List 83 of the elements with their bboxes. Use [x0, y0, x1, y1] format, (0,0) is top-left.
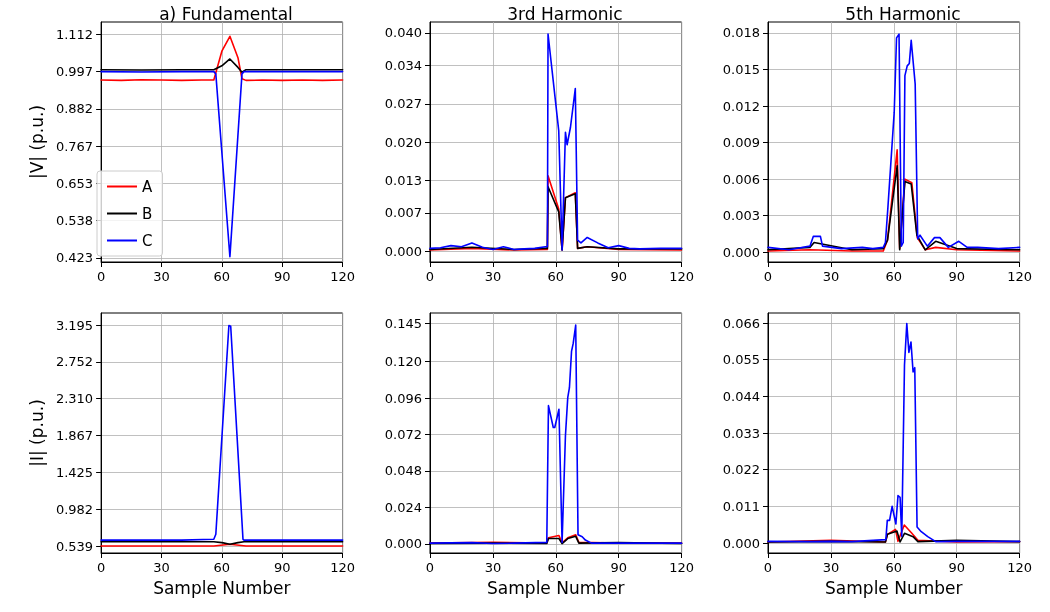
y-tick-label: 0.020 [384, 134, 422, 150]
y-tick-label: 0.000 [384, 536, 422, 552]
x-tick-label: 30 [484, 560, 502, 575]
y-tick-label: 0.013 [384, 172, 422, 188]
y-tick-label: 0.539 [55, 538, 94, 554]
y-axis-title: |I| (p.u.) [26, 399, 47, 467]
x-tick-label: 90 [610, 269, 627, 284]
x-tick-label: 30 [153, 269, 170, 284]
y-tick-label: 0.033 [722, 425, 760, 441]
x-tick-label: 0 [96, 560, 106, 575]
y-tick-label: 0.096 [384, 390, 422, 406]
y-tick-label: 0.000 [722, 535, 760, 551]
x-tick-label: 60 [885, 269, 903, 284]
y-tick-label: 0.012 [722, 98, 760, 114]
x-tick-label: 30 [822, 269, 840, 284]
y-tick-label: 0.538 [55, 212, 94, 228]
x-tick-label: 30 [153, 560, 170, 575]
y-tick-label: 0.007 [384, 205, 422, 221]
x-axis-title: Sample Number [825, 577, 963, 598]
y-tick-label: 0.982 [55, 501, 94, 517]
x-tick-label: 60 [547, 269, 565, 284]
x-tick-label: 0 [425, 269, 435, 284]
y-tick-label: 3.195 [55, 317, 94, 333]
y-tick-label: 0.040 [384, 25, 422, 41]
x-tick-label: 30 [484, 269, 502, 284]
x-tick-label: 0 [763, 560, 773, 575]
y-tick-label: 0.066 [722, 315, 760, 331]
x-tick-label: 60 [213, 269, 231, 284]
x-tick-label: 30 [822, 560, 840, 575]
x-tick-label: 90 [948, 560, 965, 575]
chart-title: 3rd Harmonic [507, 3, 623, 24]
y-tick-label: 0.024 [384, 499, 422, 515]
y-tick-label: 0.882 [55, 101, 94, 117]
x-tick-label: 120 [669, 269, 695, 284]
y-tick-label: 2.310 [55, 391, 94, 407]
x-tick-label: 120 [330, 269, 356, 284]
y-tick-label: 0.003 [722, 208, 760, 224]
x-tick-label: 60 [213, 560, 231, 575]
y-tick-label: 0.120 [384, 354, 422, 370]
x-axis-title: Sample Number [487, 577, 625, 598]
x-tick-label: 0 [763, 269, 773, 284]
x-tick-label: 0 [425, 560, 435, 575]
y-tick-label: 0.767 [55, 138, 94, 154]
x-axis-title: Sample Number [153, 577, 291, 598]
y-axis-title: |V| (p.u.) [26, 104, 47, 180]
y-tick-label: 0.055 [722, 352, 760, 368]
y-tick-label: 0.048 [384, 463, 422, 479]
y-tick-label: 0.997 [55, 64, 94, 80]
y-tick-label: 0.145 [384, 316, 422, 332]
y-tick-label: 0.018 [722, 25, 760, 41]
y-tick-label: 2.752 [55, 354, 94, 370]
y-tick-label: 0.015 [722, 62, 760, 78]
y-tick-label: 0.034 [384, 58, 422, 74]
y-tick-label: 0.011 [722, 498, 760, 514]
x-tick-label: 120 [669, 560, 695, 575]
x-tick-label: 0 [96, 269, 106, 284]
x-tick-label: 60 [547, 560, 565, 575]
x-tick-label: 90 [948, 269, 965, 284]
x-tick-label: 120 [1007, 269, 1033, 284]
y-tick-label: 0.423 [55, 250, 94, 266]
chart-title: a) Fundamental [159, 3, 293, 24]
y-tick-label: 1.112 [55, 26, 94, 42]
x-tick-label: 90 [610, 560, 627, 575]
x-tick-label: 90 [273, 269, 291, 284]
y-tick-label: 0.044 [722, 388, 760, 404]
legend-label: C [142, 231, 153, 250]
y-tick-label: 0.006 [722, 171, 760, 187]
legend-label: B [142, 204, 153, 223]
x-tick-label: 120 [330, 560, 356, 575]
y-tick-label: 1.867 [55, 428, 94, 444]
y-tick-label: 0.009 [722, 135, 760, 151]
y-tick-label: 1.425 [55, 464, 94, 480]
x-tick-label: 60 [885, 560, 903, 575]
y-tick-label: 0.022 [722, 462, 760, 478]
x-tick-label: 90 [273, 560, 291, 575]
y-tick-label: 0.000 [384, 243, 422, 259]
chart-title: 5th Harmonic [845, 3, 961, 24]
x-tick-label: 120 [1007, 560, 1033, 575]
legend-label: A [142, 177, 153, 196]
y-tick-label: 0.072 [384, 427, 422, 443]
y-tick-label: 0.027 [384, 96, 422, 112]
y-tick-label: 0.000 [722, 244, 760, 260]
y-tick-label: 0.653 [55, 175, 94, 191]
